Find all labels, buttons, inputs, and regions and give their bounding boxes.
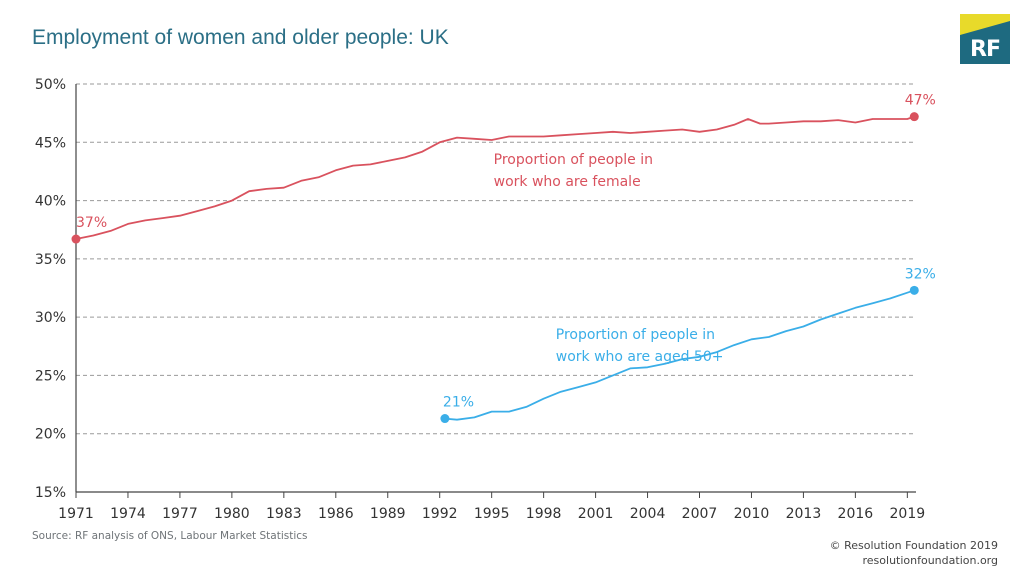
logo-text: RF <box>970 37 1001 62</box>
copyright-line: © Resolution Foundation 2019 <box>829 539 998 552</box>
y-tick-label: 50% <box>35 77 66 93</box>
series-line <box>444 289 915 421</box>
y-tick-label: 35% <box>35 252 66 268</box>
x-tick-label: 2013 <box>786 506 822 522</box>
x-tick-label: 2010 <box>734 506 770 522</box>
x-tick-label: 1992 <box>422 506 458 522</box>
x-tick-label: 1977 <box>162 506 198 522</box>
y-tick-label: 30% <box>35 310 66 326</box>
series-start-marker <box>71 234 81 244</box>
series-end-marker <box>909 285 919 295</box>
series-annotation: work who are aged 50+ <box>556 349 724 365</box>
x-tick-label: 2004 <box>630 506 666 522</box>
x-tick-label: 1980 <box>214 506 250 522</box>
series-annotation: work who are female <box>494 174 641 190</box>
series-end-marker <box>909 112 919 122</box>
series-annotation: Proportion of people in <box>556 327 715 343</box>
y-tick-label: 45% <box>35 135 66 151</box>
series-start-label: 37% <box>76 215 107 231</box>
y-tick-label: 40% <box>35 194 66 210</box>
series-line <box>75 115 915 240</box>
x-tick-label: 2001 <box>578 506 614 522</box>
data-labels: 37% 47% Proportion of people in work who ar… <box>76 93 936 411</box>
rf-logo: RF <box>960 14 1010 64</box>
series-end-label: 47% <box>905 93 936 109</box>
x-tick-label: 1998 <box>526 506 562 522</box>
source-note: Source: RF analysis of ONS, Labour Marke… <box>32 530 308 542</box>
series-start-marker <box>440 414 450 424</box>
series-lines <box>71 112 919 424</box>
x-tick-label: 1989 <box>370 506 406 522</box>
x-tick-label: 2016 <box>838 506 874 522</box>
x-tick-label: 2007 <box>682 506 718 522</box>
x-tick-label: 1974 <box>110 506 146 522</box>
y-tick-label: 25% <box>35 368 66 384</box>
x-tick-label: 1986 <box>318 506 354 522</box>
x-tick-label: 1995 <box>474 506 510 522</box>
series-annotation: Proportion of people in <box>494 152 653 168</box>
y-tick-label: 15% <box>35 485 66 501</box>
x-tick-label: 1983 <box>266 506 302 522</box>
axes: 15% 20% 25% 30% 35% 40% 45% 50% 1971 1974 1977 1980… <box>35 77 925 522</box>
series-start-label: 21% <box>443 395 474 411</box>
y-tick-label: 20% <box>35 427 66 443</box>
gridlines <box>76 83 916 435</box>
website-line: resolutionfoundation.org <box>862 554 999 567</box>
copyright-block: © Resolution Foundation 2019 resolutionf… <box>830 538 998 568</box>
series-end-label: 32% <box>905 266 936 282</box>
x-tick-label: 2019 <box>890 506 926 522</box>
chart-title: Employment of women and older people: UK <box>32 26 449 49</box>
x-tick-label: 1971 <box>58 506 94 522</box>
